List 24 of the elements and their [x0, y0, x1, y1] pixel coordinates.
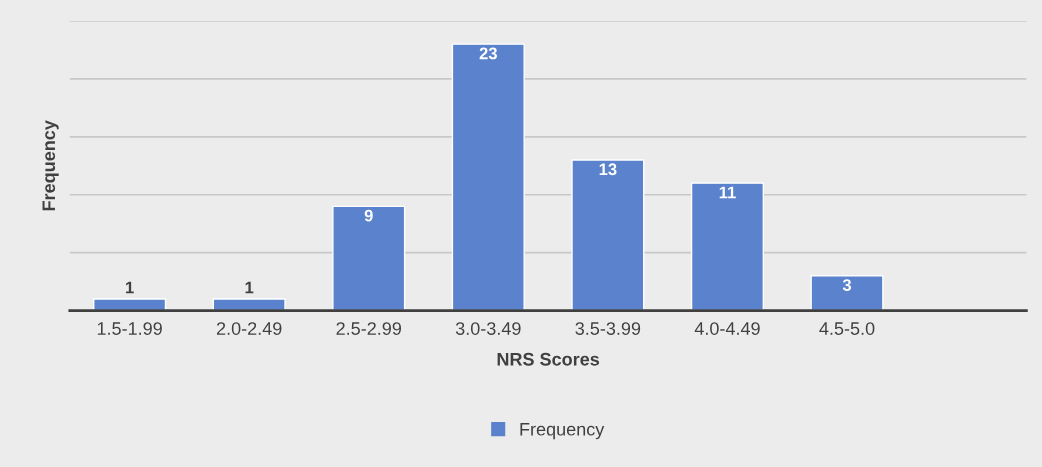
bar: [571, 159, 645, 311]
data-label: 1: [126, 281, 134, 294]
bar: [93, 298, 167, 311]
x-axis-title: NRS Scores: [497, 352, 600, 366]
x-tick-label: 3.5-3.99: [575, 322, 641, 335]
bar: [212, 298, 286, 311]
legend-label: Frequency: [520, 423, 605, 440]
bar: [810, 275, 884, 311]
data-label: 11: [719, 186, 736, 199]
data-label: 3: [842, 279, 852, 291]
data-label: 1: [245, 281, 254, 294]
y-axis-title: Frequency: [42, 120, 59, 211]
x-tick-label: 2.5-2.99: [336, 322, 402, 335]
bar: [690, 182, 765, 311]
bar: [451, 43, 525, 311]
x-tick-label: 1.5-1.99: [97, 322, 162, 335]
x-tick-label: 4.0-4.49: [694, 322, 760, 335]
bar: [332, 205, 406, 311]
data-label: 23: [479, 47, 497, 60]
data-label: 9: [364, 209, 373, 222]
x-tick-label: 4.5-5.0: [819, 322, 875, 335]
data-label: 13: [599, 163, 617, 176]
x-tick-label: 2.0-2.49: [216, 322, 282, 335]
x-tick-label: 3.0-3.49: [455, 322, 521, 335]
